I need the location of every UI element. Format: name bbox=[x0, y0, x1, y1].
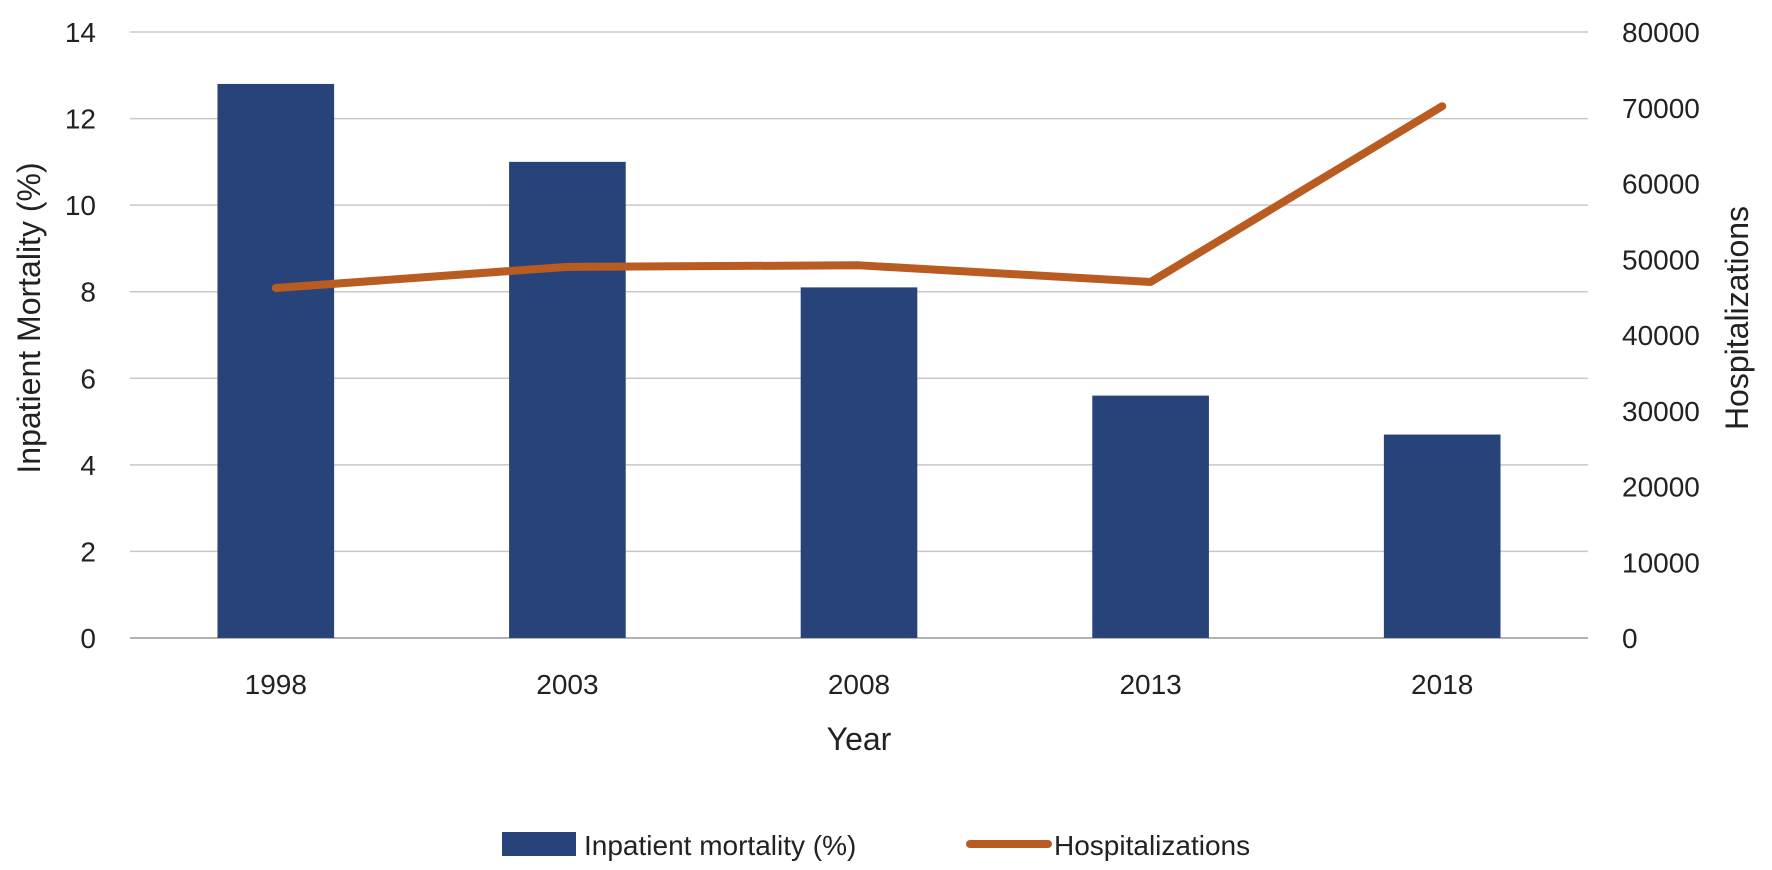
y-tick-label: 8 bbox=[80, 277, 96, 308]
y-tick-label: 12 bbox=[65, 104, 96, 135]
y-tick-label: 10 bbox=[65, 190, 96, 221]
legend-swatch-mortality bbox=[502, 832, 576, 856]
x-axis-title: Year bbox=[827, 721, 892, 757]
bar bbox=[1383, 434, 1501, 638]
x-tick-label: 2018 bbox=[1411, 669, 1473, 700]
y2-tick-label: 50000 bbox=[1622, 244, 1700, 275]
y2-tick-label: 80000 bbox=[1622, 17, 1700, 48]
bar-series bbox=[217, 83, 1501, 638]
legend-label-hospitalizations: Hospitalizations bbox=[1054, 830, 1250, 861]
bar bbox=[1092, 395, 1209, 638]
y2-tick-label: 40000 bbox=[1622, 320, 1700, 351]
left-axis-ticks: 0 2 4 6 8 10 12 14 bbox=[65, 17, 96, 654]
y-tick-label: 4 bbox=[80, 450, 96, 481]
y2-axis-title: Hospitalizations bbox=[1719, 206, 1755, 430]
x-tick-label: 2003 bbox=[536, 669, 598, 700]
legend: Inpatient mortality (%) Hospitalizations bbox=[502, 830, 1250, 861]
y2-tick-label: 30000 bbox=[1622, 396, 1700, 427]
line-series bbox=[271, 102, 1447, 293]
y2-tick-label: 20000 bbox=[1622, 472, 1700, 503]
bar bbox=[217, 83, 335, 638]
bar bbox=[800, 287, 918, 638]
y-tick-label: 14 bbox=[65, 17, 96, 48]
line-path bbox=[271, 102, 1447, 293]
x-tick-label: 2008 bbox=[828, 669, 890, 700]
y2-tick-label: 10000 bbox=[1622, 547, 1700, 578]
y-axis-title: Inpatient Mortality (%) bbox=[11, 162, 47, 473]
x-tick-label: 2013 bbox=[1119, 669, 1181, 700]
y-tick-label: 0 bbox=[80, 623, 96, 654]
right-axis-ticks: 0 10000 20000 30000 40000 50000 60000 70000 8000… bbox=[1622, 17, 1700, 654]
y-tick-label: 6 bbox=[80, 363, 96, 394]
bar bbox=[509, 161, 626, 638]
y2-tick-label: 0 bbox=[1622, 623, 1638, 654]
legend-label-mortality: Inpatient mortality (%) bbox=[584, 830, 856, 861]
y-tick-label: 2 bbox=[80, 536, 96, 567]
y2-tick-label: 70000 bbox=[1622, 93, 1700, 124]
x-axis-ticks: 1998 2003 2008 2013 2018 bbox=[245, 669, 1474, 700]
y2-tick-label: 60000 bbox=[1622, 169, 1700, 200]
x-tick-label: 1998 bbox=[245, 669, 307, 700]
